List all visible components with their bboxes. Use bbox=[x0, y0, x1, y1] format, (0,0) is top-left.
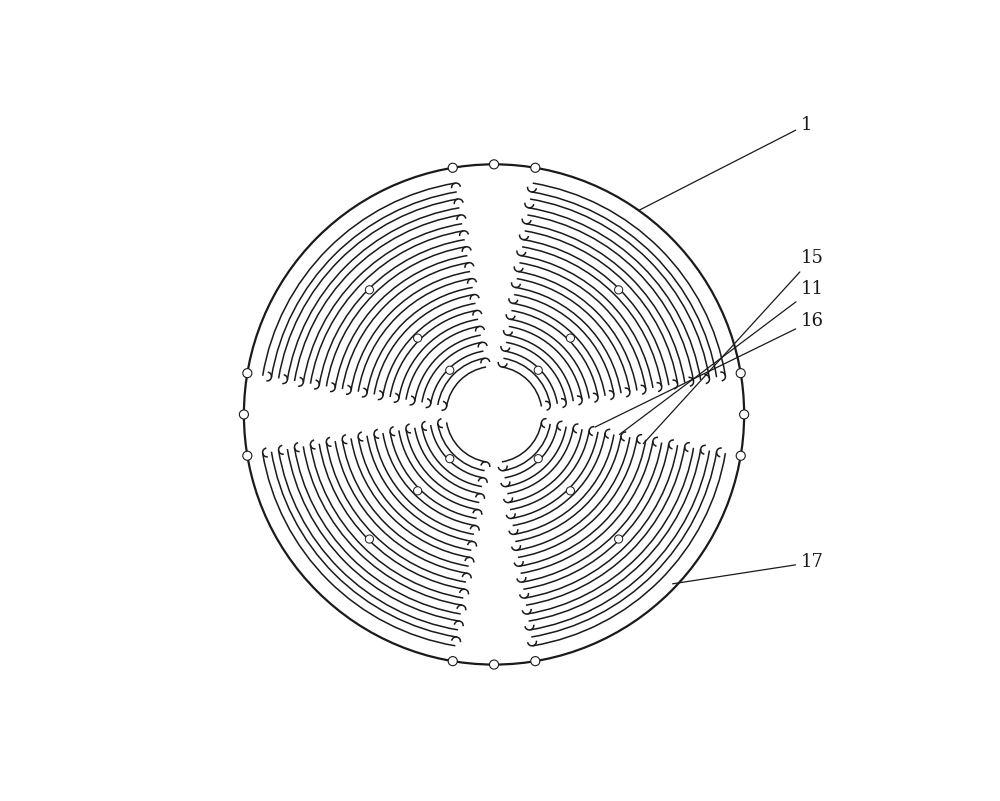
Text: 16: 16 bbox=[595, 312, 824, 427]
Circle shape bbox=[414, 487, 422, 495]
Circle shape bbox=[736, 368, 745, 378]
Circle shape bbox=[566, 334, 574, 342]
Circle shape bbox=[448, 163, 457, 172]
Text: 15: 15 bbox=[643, 249, 824, 444]
Circle shape bbox=[243, 368, 252, 378]
Circle shape bbox=[615, 535, 623, 543]
Circle shape bbox=[531, 163, 540, 172]
Circle shape bbox=[448, 657, 457, 666]
Circle shape bbox=[566, 487, 574, 495]
Circle shape bbox=[446, 366, 454, 374]
Text: 11: 11 bbox=[619, 280, 824, 434]
Circle shape bbox=[365, 535, 374, 543]
Circle shape bbox=[736, 451, 745, 461]
Circle shape bbox=[243, 451, 252, 461]
Circle shape bbox=[740, 410, 749, 419]
Circle shape bbox=[534, 366, 542, 374]
Circle shape bbox=[489, 660, 499, 669]
Circle shape bbox=[414, 334, 422, 342]
Circle shape bbox=[239, 410, 248, 419]
Text: 1: 1 bbox=[638, 115, 812, 211]
Circle shape bbox=[534, 455, 542, 463]
Circle shape bbox=[531, 657, 540, 666]
Text: 17: 17 bbox=[673, 553, 824, 584]
Circle shape bbox=[489, 159, 499, 169]
Circle shape bbox=[365, 286, 374, 294]
Circle shape bbox=[446, 455, 454, 463]
Circle shape bbox=[615, 286, 623, 294]
